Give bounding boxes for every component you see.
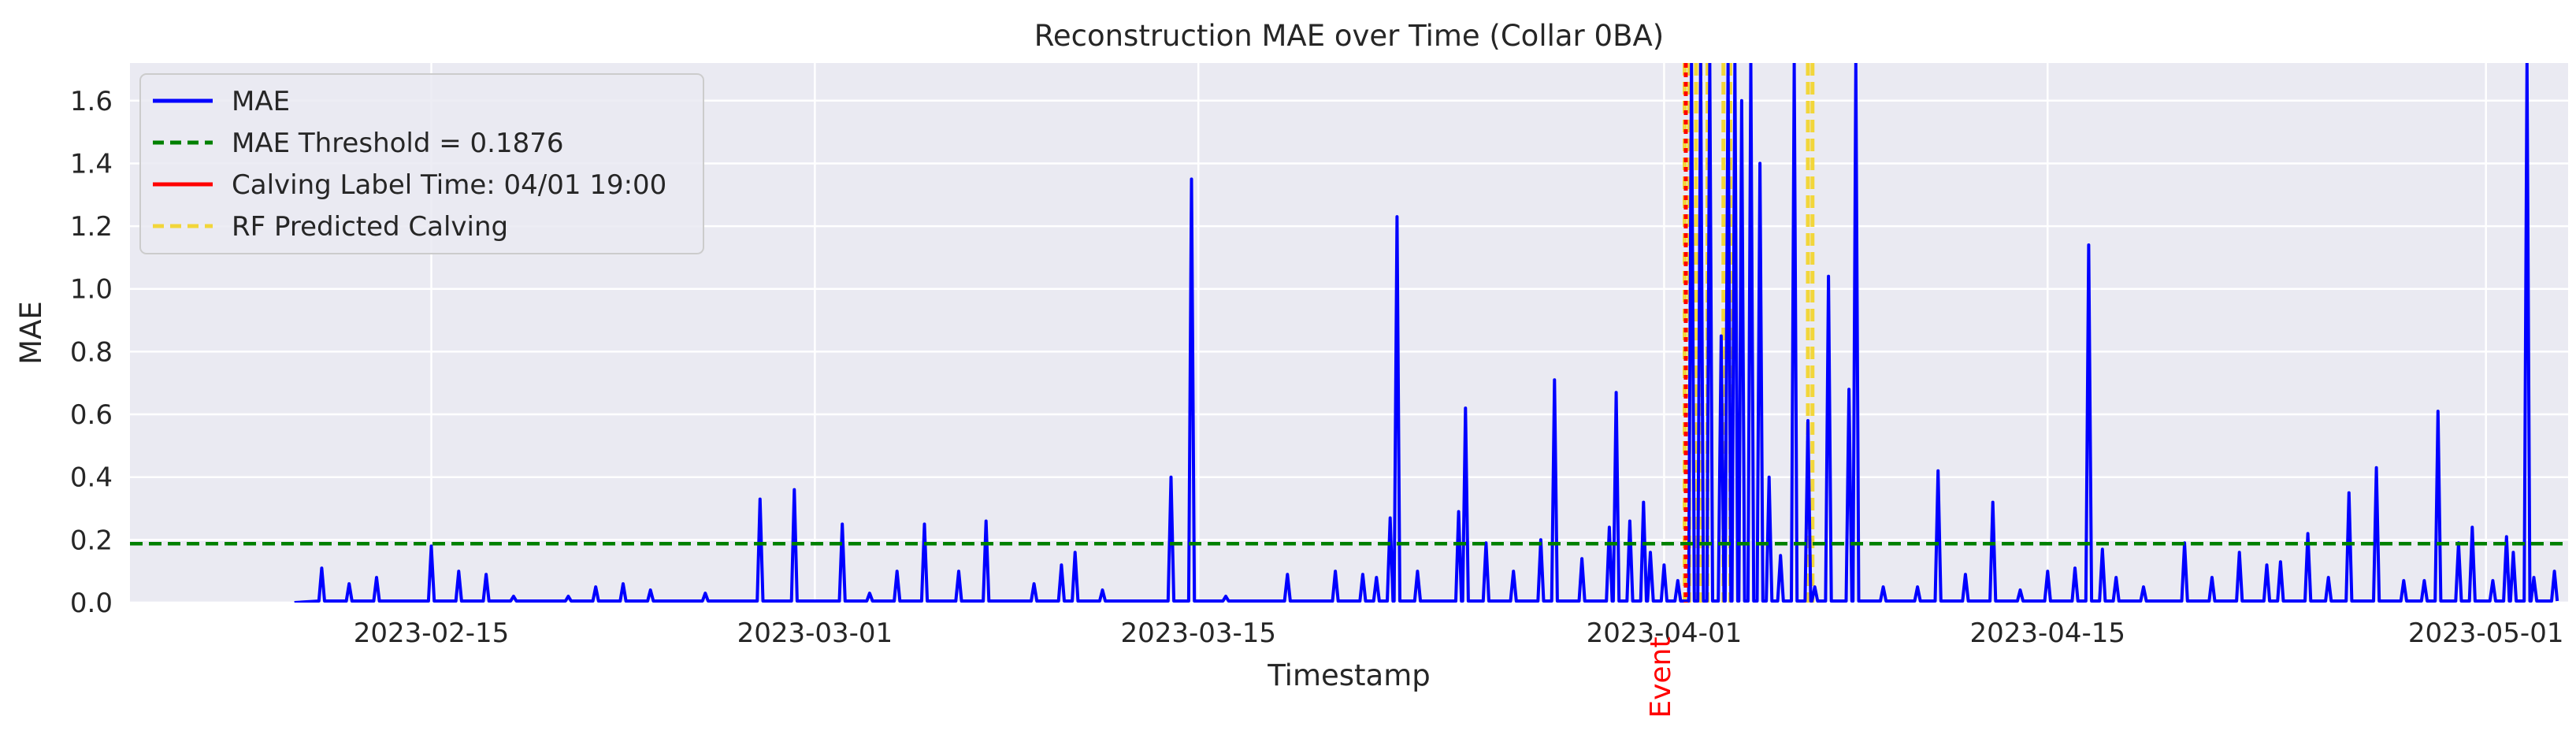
- y-tick-label: 1.0: [70, 274, 113, 306]
- tick-labels: 0.0 0.2 0.4 0.6 0.8 1.0 1.2 1.4 1.6 2023-02-15 202…: [70, 86, 2564, 649]
- annotation-lines: [130, 63, 2568, 603]
- x-tick-label: 2023-04-15: [1969, 618, 2125, 649]
- y-axis-label: MAE: [14, 301, 48, 365]
- y-tick-label: 1.4: [70, 148, 113, 180]
- y-tick-label: 1.2: [70, 211, 113, 243]
- mae-line: [294, 63, 2559, 603]
- y-tick-label: 0.8: [70, 336, 113, 368]
- y-tick-label: 1.6: [70, 86, 113, 117]
- x-tick-label: 2023-04-01: [1587, 618, 1743, 649]
- legend: MAE MAE Threshold = 0.1876 Calving Label T…: [139, 73, 704, 254]
- x-tick-label: 2023-03-01: [737, 618, 893, 649]
- y-tick-label: 0.2: [70, 525, 113, 556]
- mae-series: [294, 63, 2559, 603]
- x-axis-label: Timestamp: [1267, 659, 1431, 692]
- event-annotation: Event: [1645, 636, 1677, 718]
- x-tick-label: 2023-03-15: [1120, 618, 1276, 649]
- y-tick-label: 0.0: [70, 588, 113, 619]
- legend-box: [139, 73, 704, 254]
- x-tick-label: 2023-05-01: [2408, 618, 2564, 649]
- legend-label: MAE Threshold = 0.1876: [232, 128, 564, 159]
- y-tick-label: 0.6: [70, 399, 113, 431]
- legend-label: MAE: [232, 86, 290, 117]
- x-tick-label: 2023-02-15: [354, 618, 510, 649]
- y-tick-label: 0.4: [70, 462, 113, 494]
- legend-label: Calving Label Time: 04/01 19:00: [232, 169, 666, 201]
- legend-label: RF Predicted Calving: [232, 211, 508, 243]
- chart-title: Reconstruction MAE over Time (Collar 0BA…: [1034, 19, 1664, 53]
